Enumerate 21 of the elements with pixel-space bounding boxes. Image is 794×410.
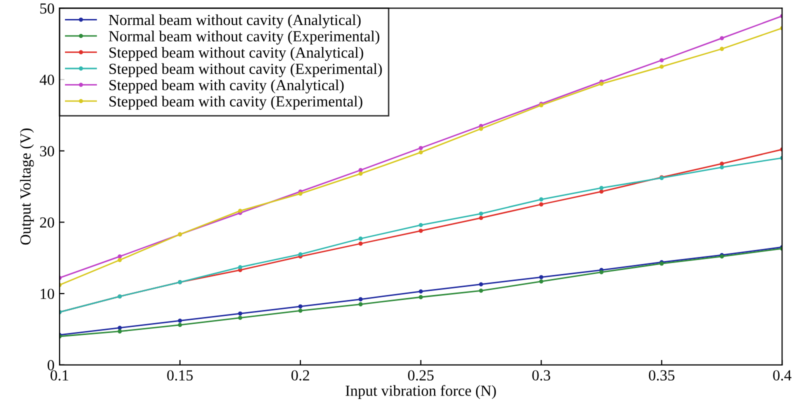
- legend-label: Stepped beam with cavity (Analytical): [109, 80, 344, 94]
- x-axis-title: Input vibration force (N): [346, 385, 496, 400]
- legend-label: Stepped beam without cavity (Analytical): [109, 46, 364, 61]
- x-tick-label: 0.3: [532, 370, 550, 381]
- legend-label: Normal beam without cavity (Experimental): [108, 30, 380, 45]
- x-tick-label: 0.1: [50, 370, 68, 381]
- legend-label: Stepped beam without cavity (Experimental): [109, 63, 382, 78]
- legend-label: Stepped beam with cavity (Experimental): [109, 96, 362, 110]
- x-tick-label: 0.4: [773, 370, 792, 381]
- y-tick-label: 30: [40, 146, 54, 156]
- y-tick-label: 10: [40, 288, 54, 300]
- y-tick-label: 50: [40, 3, 54, 14]
- y-axis-title: Output Voltage (V): [20, 128, 34, 245]
- x-tick-label: 0.35: [648, 370, 674, 381]
- y-tick-label: 40: [40, 74, 54, 85]
- x-tick-label: 0.2: [291, 370, 310, 381]
- legend-label: Normal beam without cavity (Analytical): [108, 14, 361, 28]
- y-tick-label: 0: [48, 360, 54, 370]
- y-tick-label: 20: [40, 217, 54, 228]
- x-tick-label: 0.25: [408, 370, 434, 381]
- x-tick-label: 0.15: [167, 370, 193, 381]
